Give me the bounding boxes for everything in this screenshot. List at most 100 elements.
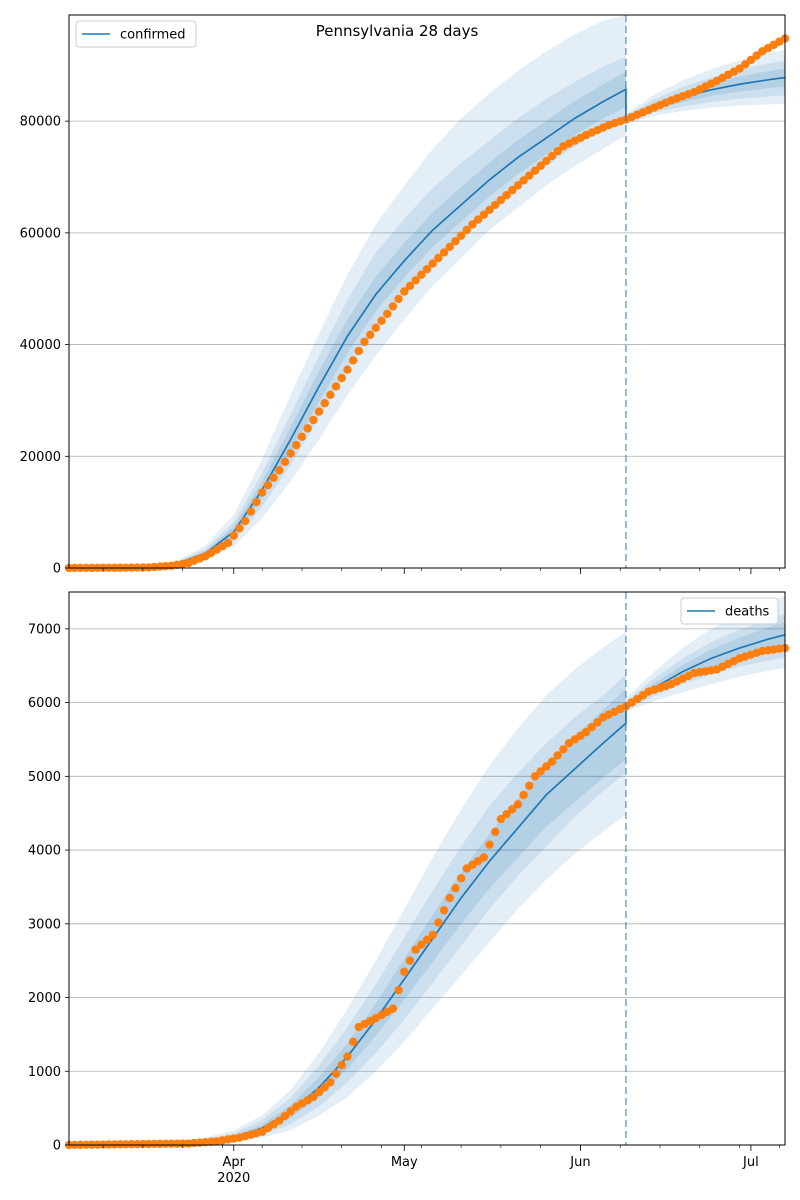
- deaths-y-tick-label: 2000: [28, 991, 61, 1006]
- deaths-observed-point: [434, 918, 443, 927]
- confirmed-observed-point: [473, 215, 483, 224]
- confirmed-observed-point: [525, 171, 534, 180]
- deaths-observed-point: [553, 751, 562, 760]
- confirmed-observed-point: [337, 373, 346, 383]
- confirmed-observed-point: [536, 161, 545, 171]
- deaths-observed-point: [519, 790, 528, 800]
- deaths-observed-point: [337, 1060, 346, 1070]
- confirmed-observed-point: [456, 231, 466, 240]
- deaths-observed-point: [320, 1083, 329, 1092]
- deaths-observed-point: [485, 840, 494, 849]
- deaths-observed-point: [513, 800, 523, 809]
- deaths-y-tick-label: 7000: [28, 622, 61, 637]
- confirmed-observed-point: [519, 176, 528, 185]
- deaths-observed-point: [388, 1004, 398, 1013]
- deaths-y-tick-label: 1000: [28, 1065, 61, 1080]
- confirmed-observed-point: [417, 270, 426, 279]
- confirmed-observed-point: [240, 516, 250, 526]
- deaths-observed-point: [502, 809, 511, 819]
- confirmed-legend-box: [75, 20, 197, 48]
- deaths-legend-label: deaths: [725, 605, 770, 620]
- confirmed-observed-point: [434, 253, 443, 263]
- deaths-uncertainty-bands: [69, 596, 785, 1145]
- deaths-uncertainty-band: [69, 596, 785, 1145]
- confirmed-panel: 0 20000 40000 60000 80000 Pennsylvania 28 da…: [20, 14, 790, 577]
- deaths-observed-point: [275, 1116, 284, 1125]
- confirmed-observed-point: [331, 382, 341, 391]
- confirmed-observed-point: [542, 156, 551, 166]
- confirmed-observed-point: [303, 424, 312, 433]
- confirmed-plot-frame: [68, 14, 786, 569]
- confirmed-y-tick-label: 40000: [20, 338, 61, 353]
- deaths-x-tick-label: Jun: [569, 1155, 590, 1170]
- confirmed-observed-point: [309, 415, 318, 425]
- deaths-observed-point: [326, 1078, 335, 1087]
- deaths-observed-point: [530, 772, 540, 781]
- deaths-y-tick-label: 5000: [28, 770, 61, 785]
- confirmed-legend: confirmed: [75, 20, 197, 48]
- deaths-plot-frame: [68, 591, 786, 1146]
- confirmed-observed-point: [223, 538, 233, 548]
- confirmed-observed-point: [292, 440, 301, 450]
- deaths-observed-point: [456, 874, 466, 883]
- confirmed-observed-point: [235, 524, 244, 533]
- confirmed-observed-point: [553, 146, 562, 156]
- deaths-observed-point: [490, 827, 500, 837]
- deaths-observed-point: [405, 956, 415, 965]
- confirmed-observed-point: [439, 248, 449, 257]
- deaths-observed-point: [422, 935, 432, 944]
- confirmed-observed-point: [502, 190, 511, 200]
- confirmed-observed-point: [451, 237, 460, 246]
- confirmed-observed-point: [371, 323, 381, 333]
- confirmed-y-tick-label: 60000: [20, 226, 61, 241]
- deaths-observed-point: [508, 805, 517, 814]
- confirmed-observed-point: [422, 264, 432, 274]
- deaths-observed-point: [479, 853, 489, 862]
- deaths-observed-point: [343, 1052, 352, 1061]
- deaths-observed-point: [547, 757, 557, 766]
- deaths-observed-point: [309, 1092, 318, 1102]
- deaths-y-tick-label: 6000: [28, 696, 61, 711]
- confirmed-plot-area: [69, 15, 785, 568]
- confirmed-observed-point: [348, 356, 358, 365]
- confirmed-observed-point: [354, 346, 364, 356]
- confirmed-observed-point: [263, 480, 273, 490]
- deaths-observed-point: [439, 906, 449, 915]
- deaths-observed-point: [348, 1037, 358, 1046]
- confirmed-observed-point: [394, 294, 403, 304]
- confirmed-y-tick-label: 0: [53, 562, 61, 577]
- confirmed-legend-label: confirmed: [120, 28, 186, 43]
- deaths-observed-point: [581, 727, 591, 737]
- confirmed-observed-point: [496, 195, 506, 205]
- confirmed-observed-point: [320, 399, 329, 408]
- confirmed-observed-point: [360, 337, 369, 346]
- confirmed-observed-point: [297, 432, 307, 441]
- confirmed-observed-point: [741, 60, 750, 69]
- confirmed-observed-point: [508, 186, 517, 195]
- deaths-observed-point: [314, 1087, 324, 1097]
- deaths-observed-points: [64, 643, 790, 1150]
- confirmed-observed-point: [752, 51, 761, 60]
- confirmed-observed-point: [428, 259, 437, 268]
- deaths-observed-point: [559, 745, 568, 754]
- deaths-x-tick-year-label: 2020: [217, 1171, 250, 1186]
- deaths-observed-point: [280, 1111, 290, 1121]
- confirmed-observed-point: [735, 64, 744, 73]
- deaths-x-tick-label: Jul: [742, 1155, 759, 1170]
- confirmed-observed-point: [530, 166, 540, 175]
- confirmed-observed-point: [275, 466, 284, 475]
- deaths-y-tick-label: 0: [53, 1139, 61, 1154]
- deaths-x-tick-label: May: [391, 1155, 418, 1170]
- confirmed-observed-point: [286, 449, 295, 458]
- deaths-observed-point: [417, 940, 426, 949]
- deaths-observed-point: [525, 781, 534, 790]
- confirmed-y-tick-label: 20000: [20, 450, 61, 465]
- confirmed-observed-point: [258, 488, 267, 497]
- deaths-observed-point: [587, 722, 596, 732]
- confirmed-observed-point: [513, 181, 523, 190]
- confirmed-observed-point: [229, 531, 238, 540]
- deaths-observed-point: [394, 985, 403, 995]
- deaths-y-tick-label: 3000: [28, 917, 61, 932]
